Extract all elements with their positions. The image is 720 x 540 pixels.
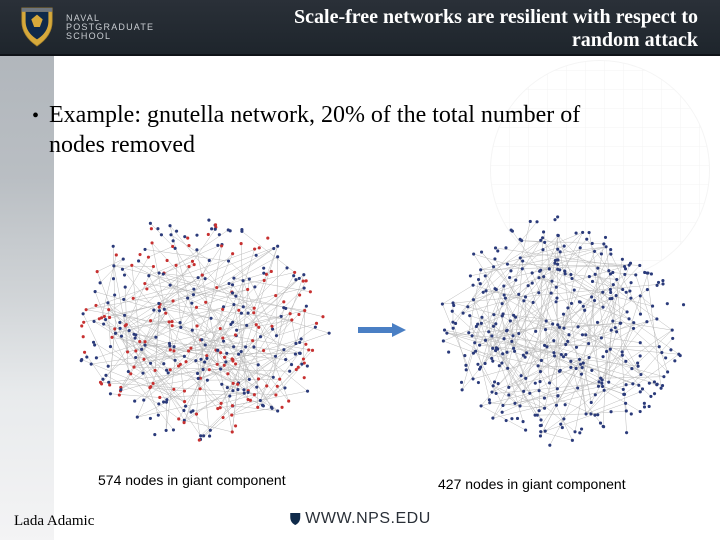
network-before — [54, 190, 347, 470]
logo-area: NAVAL POSTGRADUATE SCHOOL — [0, 6, 154, 48]
caption-before: 574 nodes in giant component — [98, 472, 286, 488]
logo-text: NAVAL POSTGRADUATE SCHOOL — [66, 14, 154, 41]
bullet-text: Example: gnutella network, 20% of the to… — [49, 100, 609, 160]
caption-after: 427 nodes in giant component — [438, 476, 626, 492]
network-before-svg — [54, 190, 347, 470]
attribution: Lada Adamic — [14, 513, 94, 530]
nps-link: WWW.NPS.EDU — [289, 510, 431, 528]
footer: Lada Adamic WWW.NPS.EDU — [0, 512, 720, 534]
header-bar: NAVAL POSTGRADUATE SCHOOL Scale-free net… — [0, 0, 720, 56]
title-line1: Scale-free networks are resilient with r… — [294, 6, 698, 29]
nps-shield-icon — [18, 6, 56, 48]
logo-line3: SCHOOL — [66, 32, 154, 41]
nps-link-text: WWW.NPS.EDU — [305, 510, 431, 528]
arrow-icon — [358, 323, 406, 337]
title-line2: random attack — [294, 29, 698, 52]
networks-row — [54, 190, 710, 470]
bullet-row: • Example: gnutella network, 20% of the … — [32, 100, 609, 160]
network-after-svg — [417, 190, 710, 470]
slide-title: Scale-free networks are resilient with r… — [294, 6, 698, 52]
bullet-dot-icon: • — [32, 106, 39, 126]
network-after — [417, 190, 710, 470]
arrow-wrap — [347, 323, 417, 337]
slide: { "header": { "logo_text_line1": "NAVAL"… — [0, 0, 720, 540]
mini-shield-icon — [289, 512, 301, 526]
